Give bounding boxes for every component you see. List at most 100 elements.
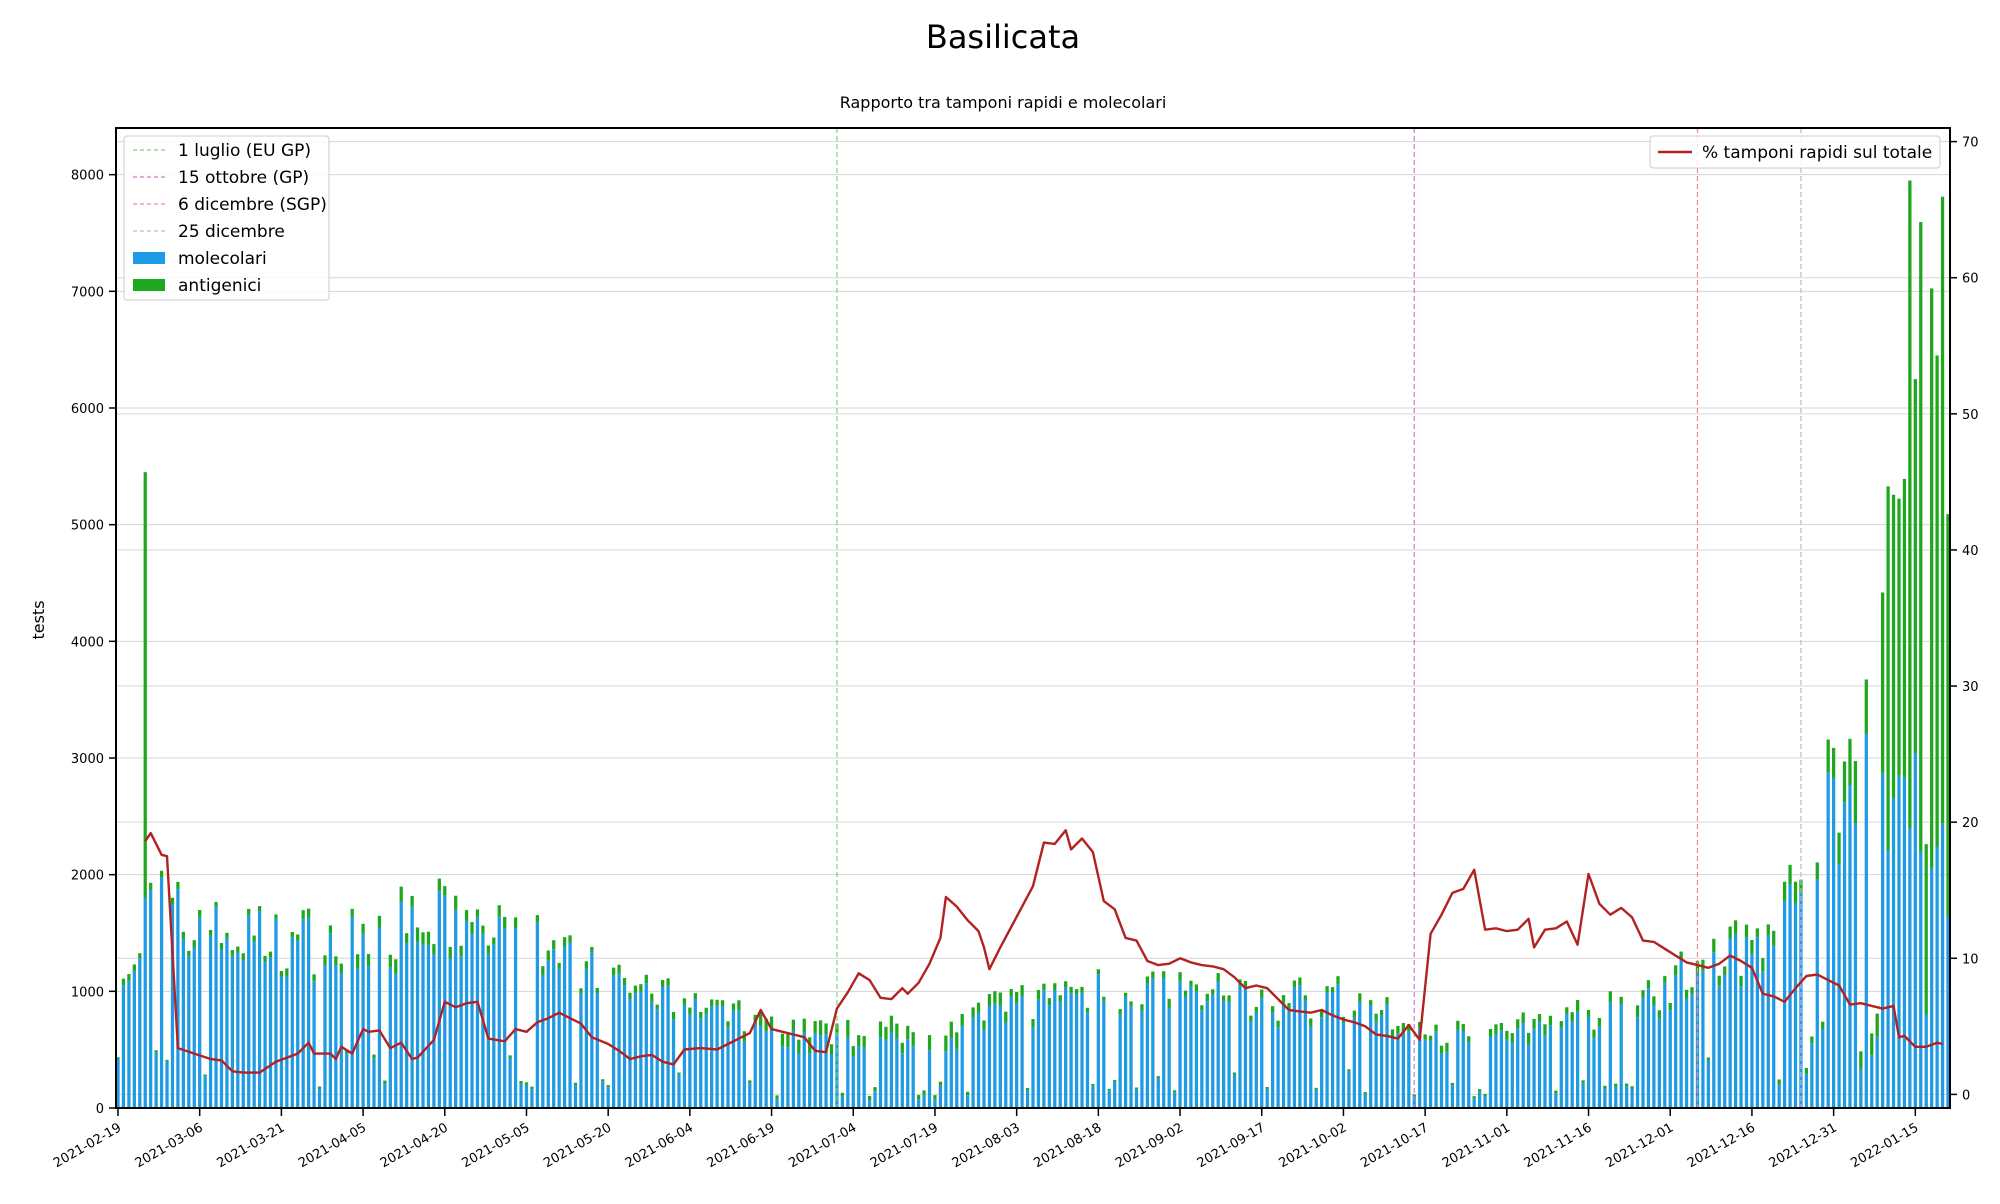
bar-molecolari <box>1216 981 1220 1108</box>
bar-molecolari <box>1652 1005 1656 1108</box>
bar-antigenici <box>955 1032 959 1049</box>
bar-antigenici <box>225 932 229 938</box>
bar-antigenici <box>1314 1087 1318 1090</box>
bar-molecolari <box>661 986 665 1108</box>
bar-antigenici <box>361 923 365 934</box>
bar-antigenici <box>334 956 338 966</box>
bar-antigenici <box>339 963 343 974</box>
bar-molecolari <box>1271 1012 1275 1108</box>
bar-molecolari <box>1641 997 1645 1108</box>
bar-antigenici <box>1859 1051 1863 1069</box>
bar-antigenici <box>1641 990 1645 998</box>
bar-molecolari <box>1908 828 1912 1108</box>
bar-antigenici <box>1053 983 1057 991</box>
bar-molecolari <box>306 917 311 1108</box>
bar-molecolari <box>372 1058 376 1108</box>
bar-molecolari <box>938 1085 943 1108</box>
bar-molecolari <box>1080 992 1084 1108</box>
bar-antigenici <box>704 1007 708 1014</box>
bar-antigenici <box>1292 980 1297 988</box>
bar-molecolari <box>1891 797 1896 1108</box>
bar-molecolari <box>1336 984 1340 1108</box>
bar-molecolari <box>895 1038 899 1108</box>
bar-antigenici <box>475 909 480 917</box>
bar-antigenici <box>513 917 518 929</box>
bar-molecolari <box>1826 772 1830 1108</box>
bar-molecolari <box>1140 1010 1144 1108</box>
bar-molecolari <box>535 921 540 1108</box>
bar-antigenici <box>1271 1006 1275 1013</box>
x-tick-label: 2021-03-06 <box>133 1120 206 1171</box>
bar-molecolari <box>475 916 480 1108</box>
bar-antigenici <box>1298 977 1302 986</box>
bar-molecolari <box>824 1034 828 1108</box>
bar-antigenici <box>1804 1067 1809 1075</box>
bar-antigenici <box>1434 1024 1438 1032</box>
bar-molecolari <box>1946 915 1950 1108</box>
bar-antigenici <box>960 1013 964 1026</box>
bar-antigenici <box>1069 986 1073 994</box>
bar-antigenici <box>650 993 654 1002</box>
bar-molecolari <box>808 1053 812 1108</box>
bar-antigenici <box>1940 196 1945 824</box>
bar-molecolari <box>1439 1053 1444 1108</box>
bar-molecolari <box>1608 1002 1612 1108</box>
bar-antigenici <box>1739 975 1743 987</box>
bar-molecolari <box>1015 1003 1019 1108</box>
bar-antigenici <box>306 908 311 918</box>
bar-antigenici <box>530 1086 534 1090</box>
bar-antigenici <box>350 908 354 917</box>
bar-molecolari <box>639 991 643 1108</box>
bar-molecolari <box>699 1018 703 1108</box>
bar-molecolari <box>290 937 294 1108</box>
bar-antigenici <box>1810 1036 1814 1044</box>
bar-antigenici <box>1717 975 1721 986</box>
bar-antigenici <box>829 1044 834 1055</box>
bar-molecolari <box>791 1030 795 1108</box>
bar-antigenici <box>769 1016 774 1029</box>
bar-antigenici <box>170 897 175 905</box>
bar-antigenici <box>1102 996 1106 1002</box>
bar-antigenici <box>1908 180 1912 828</box>
bar-antigenici <box>1565 1007 1569 1014</box>
bar-antigenici <box>633 985 638 994</box>
bar-molecolari <box>1265 1089 1269 1108</box>
bar-molecolari <box>1292 987 1297 1108</box>
bar-molecolari <box>775 1098 779 1108</box>
bar-antigenici <box>1483 1093 1487 1097</box>
bar-molecolari <box>606 1087 610 1108</box>
bar-molecolari <box>1341 1022 1346 1108</box>
y-tick-label: 0 <box>96 1102 104 1117</box>
legend-bar-swatch <box>133 252 165 264</box>
bar-antigenici <box>263 955 267 963</box>
bar-antigenici <box>927 1035 932 1051</box>
bar-antigenici <box>737 1000 741 1011</box>
bar-molecolari <box>328 933 333 1108</box>
bar-molecolari <box>192 947 196 1108</box>
bar-antigenici <box>1450 1082 1455 1086</box>
bar-antigenici <box>356 954 360 969</box>
bar-molecolari <box>927 1050 932 1108</box>
bar-antigenici <box>1309 1018 1313 1027</box>
y-tick-label: 4000 <box>71 635 104 650</box>
x-tick-label: 2021-09-02 <box>1113 1120 1186 1171</box>
y-tick-label: 7000 <box>71 285 104 300</box>
bar-antigenici <box>1521 1012 1525 1024</box>
bar-molecolari <box>1614 1086 1618 1108</box>
bar-antigenici <box>1074 989 1079 995</box>
bar-antigenici <box>617 964 621 974</box>
bar-antigenici <box>481 925 485 934</box>
bar-molecolari <box>1603 1088 1607 1108</box>
bar-antigenici <box>857 1035 861 1047</box>
x-tick-label: 2021-02-19 <box>51 1120 124 1171</box>
bar-antigenici <box>519 1081 523 1084</box>
x-tick-label: 2021-05-05 <box>460 1120 533 1171</box>
bar-antigenici <box>1276 1020 1280 1028</box>
bar-antigenici <box>1821 1021 1825 1030</box>
bar-antigenici <box>279 970 284 977</box>
bar-molecolari <box>1298 985 1302 1108</box>
bar-antigenici <box>1516 1019 1520 1029</box>
bar-molecolari <box>633 993 638 1108</box>
bar-antigenici <box>1505 1030 1509 1040</box>
